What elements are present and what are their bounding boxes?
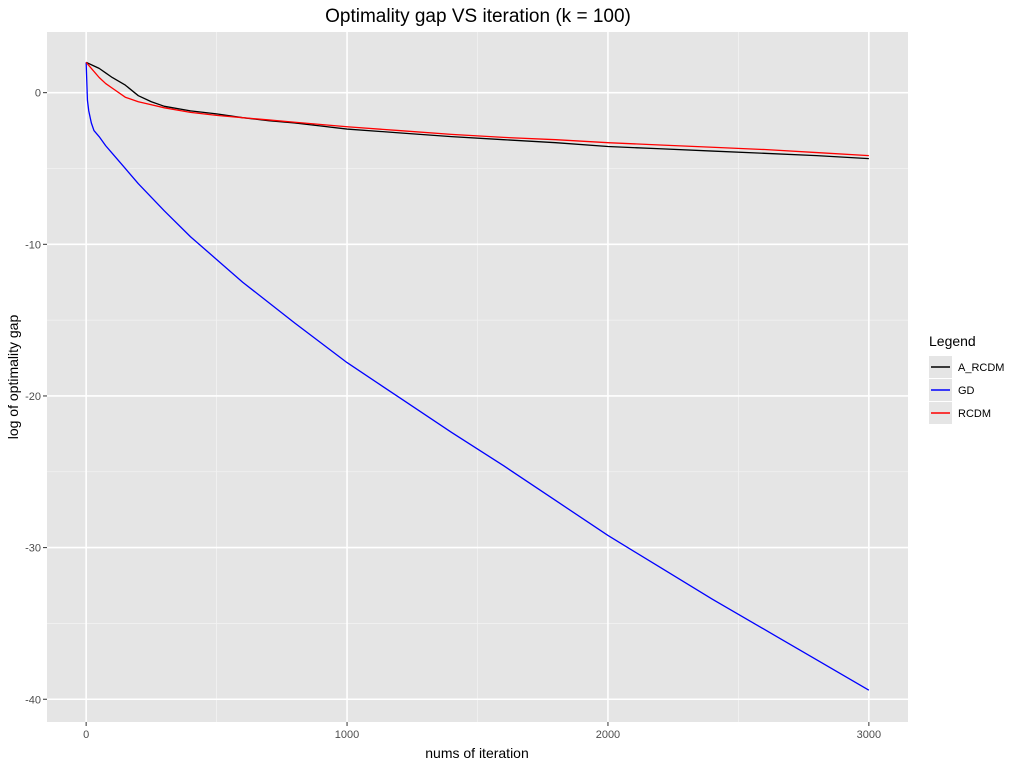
series-lines [85, 61, 870, 691]
y-tick-label: -20 [25, 391, 41, 403]
x-tick-label: 1000 [335, 729, 359, 741]
legend-title: Legend [929, 333, 976, 349]
legend-label: RCDM [958, 408, 991, 420]
x-tick-label: 3000 [857, 729, 881, 741]
series-line-a-rcdm [85, 61, 869, 160]
legend-label: A_RCDM [958, 362, 1004, 374]
x-axis-title: nums of iteration [425, 745, 529, 761]
x-tick-label: 0 [83, 729, 89, 741]
x-axis-ticks: 0 1000 2000 3000 [83, 722, 881, 741]
chart-title: Optimality gap VS iteration (k = 100) [325, 6, 631, 27]
y-tick-label: -40 [25, 694, 41, 706]
minor-gridlines [47, 32, 908, 722]
y-tick-label: -10 [25, 239, 41, 251]
legend-items: A_RCDM GD RCDM [929, 356, 1004, 424]
y-tick-label: -30 [25, 543, 41, 555]
y-tick-label: 0 [35, 88, 41, 100]
x-tick-label: 2000 [596, 729, 620, 741]
series-line-rcdm [85, 61, 869, 157]
legend-label: GD [958, 385, 975, 397]
series-line-gd [85, 62, 870, 691]
y-axis-title: log of optimality gap [5, 315, 21, 440]
y-axis-ticks: 0 -10 -20 -30 -40 [25, 88, 47, 706]
legend: Legend A_RCDM GD RCDM [929, 333, 1004, 424]
major-gridlines [47, 32, 908, 722]
